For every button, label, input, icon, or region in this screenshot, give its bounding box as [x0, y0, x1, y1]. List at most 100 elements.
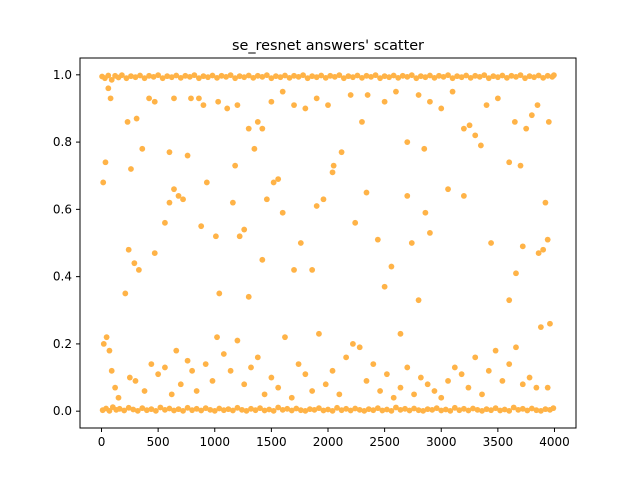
- scatter-point: [329, 367, 336, 374]
- scatter-point: [234, 337, 241, 344]
- scatter-point: [155, 72, 162, 79]
- scatter-point: [143, 407, 150, 414]
- scatter-point: [408, 240, 415, 246]
- y-tick-label: 0.8: [53, 135, 72, 149]
- scatter-point: [263, 72, 270, 79]
- scatter-point: [377, 388, 383, 394]
- scatter-point: [331, 73, 338, 80]
- scatter-point: [427, 98, 433, 105]
- scatter-point: [203, 179, 210, 186]
- scatter-point: [245, 293, 252, 300]
- scatter-point: [295, 73, 302, 80]
- scatter-point: [198, 407, 205, 414]
- scatter-point: [236, 233, 243, 240]
- scatter-point: [279, 209, 286, 216]
- data-points: [99, 72, 557, 414]
- scatter-point: [193, 388, 200, 394]
- scatter-point: [494, 74, 501, 81]
- scatter-point: [379, 407, 386, 414]
- scatter-point: [164, 73, 171, 80]
- scatter-point: [270, 179, 277, 186]
- scatter-point: [442, 406, 449, 413]
- scatter-point: [227, 72, 234, 79]
- scatter-point: [196, 95, 202, 102]
- x-tick-label: 1000: [199, 435, 230, 449]
- scatter-point: [438, 394, 445, 401]
- scatter-point: [415, 297, 422, 304]
- scatter-point: [422, 74, 429, 81]
- scatter-point: [470, 405, 476, 412]
- scatter-point: [135, 267, 142, 273]
- scatter-point: [316, 330, 322, 337]
- scatter-point: [234, 102, 241, 108]
- scatter-point: [259, 73, 266, 80]
- scatter-point: [542, 406, 549, 413]
- scatter-point: [361, 407, 368, 414]
- scatter-point: [207, 406, 214, 413]
- scatter-point: [330, 162, 337, 169]
- scatter-point: [261, 391, 268, 398]
- scatter-point: [451, 364, 458, 371]
- scatter-point: [166, 199, 173, 206]
- scatter-point: [302, 407, 309, 414]
- scatter-point: [229, 199, 236, 206]
- scatter-point: [537, 324, 544, 330]
- scatter-point: [424, 406, 431, 413]
- scatter-point: [540, 246, 547, 253]
- scatter-point: [286, 74, 293, 81]
- scatter-point: [322, 74, 329, 81]
- scatter-point: [252, 407, 259, 414]
- scatter-point: [472, 132, 479, 139]
- scatter-point: [150, 73, 157, 80]
- scatter-point: [427, 72, 433, 79]
- scatter-point: [184, 152, 191, 159]
- scatter-point: [202, 405, 209, 412]
- scatter-point: [316, 405, 322, 412]
- scatter-point: [406, 407, 413, 414]
- scatter-point: [168, 391, 175, 398]
- scatter-point: [212, 233, 219, 240]
- scatter-point: [103, 334, 110, 341]
- scatter-point: [329, 169, 336, 176]
- scatter-point: [284, 405, 291, 412]
- scatter-point: [115, 394, 122, 401]
- scatter-point: [270, 407, 277, 414]
- scatter-point: [381, 73, 388, 80]
- scatter-point: [340, 75, 347, 82]
- scatter-point: [125, 246, 132, 253]
- scatter-point: [481, 72, 488, 79]
- scatter-point: [250, 74, 257, 81]
- scatter-point: [506, 407, 513, 414]
- scatter-point: [408, 72, 415, 79]
- scatter-point: [397, 406, 404, 413]
- scatter-point: [506, 297, 513, 304]
- scatter-point: [370, 361, 377, 367]
- scatter-point: [363, 72, 370, 79]
- scatter-point: [275, 404, 282, 411]
- x-tick-label: 4000: [539, 435, 570, 449]
- scatter-point: [295, 361, 302, 367]
- x-tick-label: 1500: [256, 435, 287, 449]
- scatter-point: [306, 406, 313, 413]
- scatter-point: [531, 74, 537, 81]
- axes: 0 500 1000 1500 2000 2500 3000 3500 4000 0.0 0.2 0.…: [53, 68, 570, 449]
- scatter-point: [177, 381, 184, 388]
- scatter-point: [404, 139, 411, 145]
- scatter-point: [477, 142, 484, 149]
- y-tick-label: 0.4: [53, 270, 72, 284]
- scatter-point: [393, 88, 399, 95]
- scatter-point: [130, 406, 137, 413]
- scatter-point: [535, 72, 542, 79]
- scatter-point: [352, 219, 359, 226]
- scatter-point: [320, 407, 327, 414]
- scatter-point: [254, 119, 261, 125]
- scatter-point: [497, 407, 504, 414]
- scatter-point: [268, 75, 275, 82]
- scatter-point: [209, 378, 216, 384]
- scatter-point: [381, 98, 388, 105]
- scatter-point: [148, 406, 155, 413]
- scatter-point: [383, 371, 390, 378]
- scatter-point: [479, 391, 485, 398]
- scatter-point: [313, 95, 320, 102]
- scatter-point: [245, 72, 252, 79]
